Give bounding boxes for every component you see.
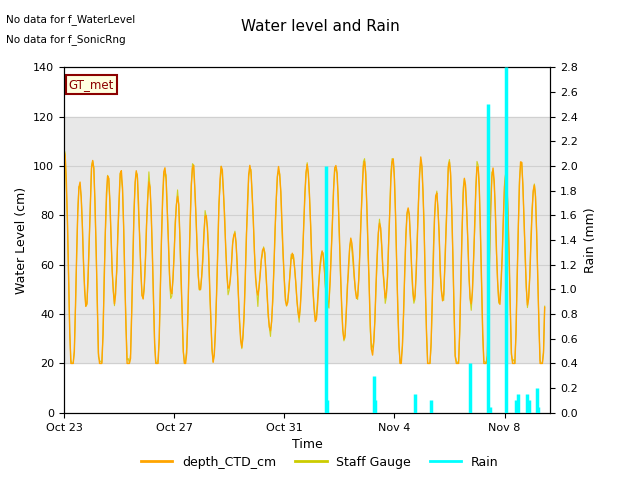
Text: No data for f_SonicRng: No data for f_SonicRng: [6, 34, 126, 45]
Legend: depth_CTD_cm, Staff Gauge, Rain: depth_CTD_cm, Staff Gauge, Rain: [136, 451, 504, 474]
Text: Water level and Rain: Water level and Rain: [241, 19, 399, 34]
X-axis label: Time: Time: [292, 438, 323, 451]
Y-axis label: Rain (mm): Rain (mm): [584, 207, 596, 273]
Text: GT_met: GT_met: [69, 78, 114, 91]
Y-axis label: Water Level (cm): Water Level (cm): [15, 186, 28, 294]
Text: No data for f_WaterLevel: No data for f_WaterLevel: [6, 14, 136, 25]
Bar: [64, 117, 550, 363]
